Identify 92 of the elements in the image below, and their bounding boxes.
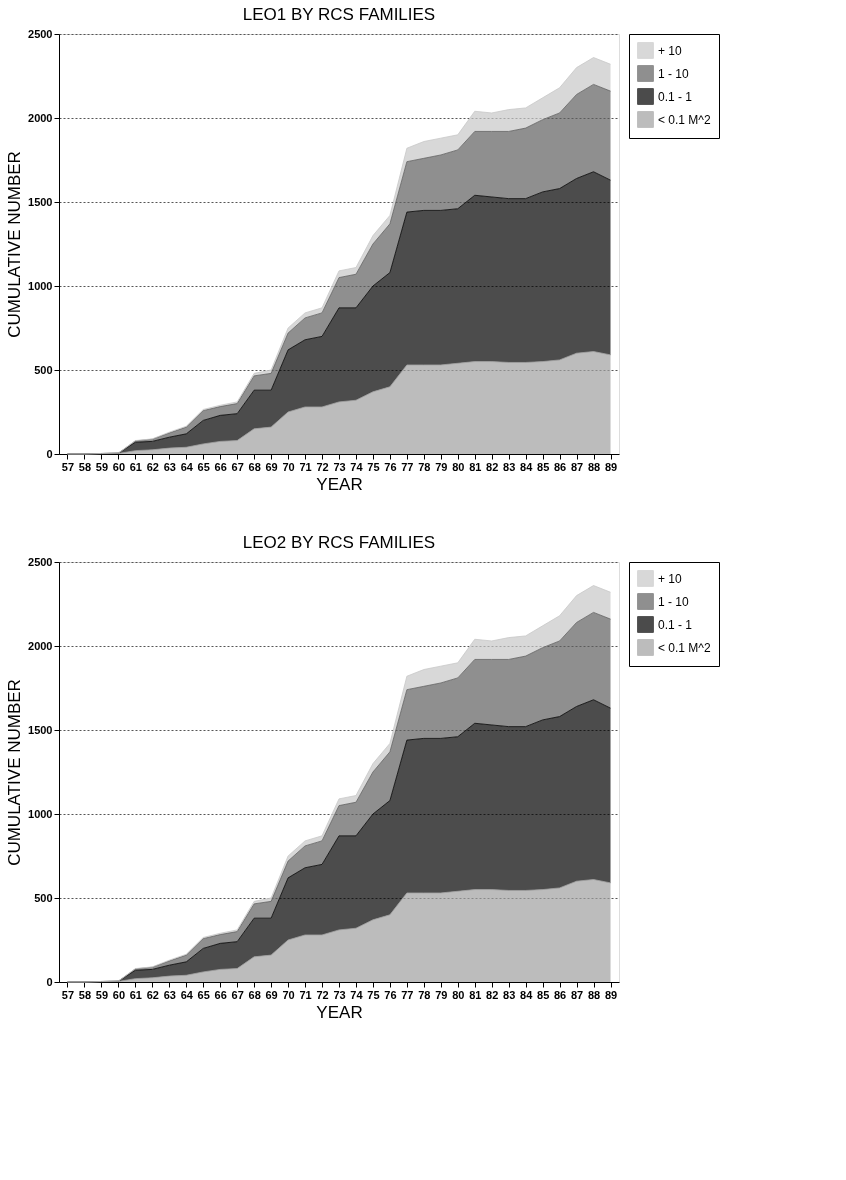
y-tick-label: 2000: [28, 111, 53, 124]
x-tick-label: 83: [503, 988, 516, 1001]
x-tick-label: 72: [316, 460, 329, 473]
x-tick-label: 63: [163, 460, 176, 473]
x-tick-label: 81: [469, 988, 482, 1001]
x-tick-label: 86: [553, 460, 567, 473]
x-tick-label: 75: [367, 460, 380, 473]
y-axis-title: CUMULATIVE NUMBER: [5, 151, 25, 338]
y-tick-label: 2000: [28, 639, 53, 652]
legend-label: 0.1 - 1: [658, 89, 693, 104]
x-tick-label: 70: [282, 988, 295, 1001]
x-tick-label: 63: [163, 988, 176, 1001]
x-tick-label: 64: [180, 460, 194, 473]
x-tick-label: 81: [469, 460, 482, 473]
chart-title: LEO1 BY RCS FAMILIES: [242, 5, 436, 24]
x-tick-label: 85: [537, 460, 550, 473]
x-tick-label: 66: [214, 460, 227, 473]
y-tick-label: 1000: [28, 279, 53, 292]
y-tick-label: 0: [46, 447, 53, 460]
x-tick-label: 89: [604, 460, 618, 473]
legend-label: + 10: [658, 43, 683, 58]
x-tick-label: 65: [197, 460, 210, 473]
y-tick-label: 500: [34, 891, 53, 904]
x-tick-label: 69: [265, 988, 278, 1001]
x-tick-label: 58: [78, 988, 92, 1001]
y-axis-title: CUMULATIVE NUMBER: [5, 679, 25, 866]
x-tick-label: 65: [197, 988, 210, 1001]
legend-label: < 0.1 M^2: [658, 112, 711, 127]
legend-label: 1 - 10: [658, 66, 690, 81]
x-tick-label: 83: [503, 460, 516, 473]
x-tick-label: 64: [180, 988, 194, 1001]
y-tick-label: 2500: [28, 27, 53, 40]
x-tick-label: 60: [112, 988, 126, 1001]
y-tick-label: 1500: [28, 195, 53, 208]
x-tick-label: 68: [248, 460, 261, 473]
chart-title: LEO2 BY RCS FAMILIES: [242, 533, 436, 552]
x-tick-label: 67: [231, 460, 244, 473]
x-tick-label: 62: [146, 460, 159, 473]
x-tick-label: 72: [316, 988, 329, 1001]
x-tick-label: 76: [384, 460, 397, 473]
x-tick-label: 69: [265, 460, 278, 473]
x-tick-label: 59: [95, 988, 109, 1001]
x-tick-label: 77: [401, 460, 414, 473]
x-tick-label: 61: [129, 988, 142, 1001]
x-tick-label: 86: [553, 988, 567, 1001]
x-tick-label: 82: [486, 988, 499, 1001]
x-tick-label: 57: [61, 988, 75, 1001]
x-axis-title: YEAR: [316, 474, 363, 494]
x-tick-label: 78: [418, 460, 431, 473]
x-tick-label: 60: [112, 460, 126, 473]
x-tick-label: 73: [333, 460, 346, 473]
x-tick-label: 80: [452, 460, 465, 473]
x-tick-label: 78: [418, 988, 431, 1001]
x-tick-label: 87: [570, 460, 584, 473]
x-tick-label: 85: [537, 988, 550, 1001]
x-tick-label: 77: [401, 988, 414, 1001]
x-tick-label: 75: [367, 988, 380, 1001]
x-tick-label: 79: [435, 460, 448, 473]
x-tick-label: 74: [350, 460, 364, 473]
y-tick-label: 1000: [28, 807, 53, 820]
x-tick-label: 68: [248, 988, 261, 1001]
x-tick-label: 76: [384, 988, 397, 1001]
x-tick-label: 84: [520, 460, 534, 473]
x-tick-label: 84: [520, 988, 534, 1001]
x-tick-label: 82: [486, 460, 499, 473]
y-tick-label: 0: [46, 975, 53, 988]
x-tick-label: 57: [61, 460, 75, 473]
y-tick-label: 500: [34, 363, 53, 376]
x-tick-label: 89: [604, 988, 618, 1001]
x-tick-label: 71: [299, 988, 312, 1001]
x-tick-label: 70: [282, 460, 295, 473]
x-tick-label: 80: [452, 988, 465, 1001]
x-tick-label: 58: [78, 460, 92, 473]
x-tick-label: 61: [129, 460, 142, 473]
x-tick-label: 71: [299, 460, 312, 473]
legend-label: + 10: [658, 571, 683, 586]
legend-label: 0.1 - 1: [658, 617, 693, 632]
x-tick-label: 88: [587, 988, 601, 1001]
legend-label: < 0.1 M^2: [658, 640, 711, 655]
y-tick-label: 1500: [28, 723, 53, 736]
x-axis-title: YEAR: [316, 1002, 363, 1022]
x-tick-label: 66: [214, 988, 227, 1001]
legend-label: 1 - 10: [658, 594, 690, 609]
x-tick-label: 73: [333, 988, 346, 1001]
x-tick-label: 88: [587, 460, 601, 473]
x-tick-label: 79: [435, 988, 448, 1001]
x-tick-label: 62: [146, 988, 159, 1001]
x-tick-label: 59: [95, 460, 109, 473]
x-tick-label: 67: [231, 988, 244, 1001]
x-tick-label: 87: [570, 988, 584, 1001]
x-tick-label: 74: [350, 988, 364, 1001]
y-tick-label: 2500: [28, 555, 53, 568]
